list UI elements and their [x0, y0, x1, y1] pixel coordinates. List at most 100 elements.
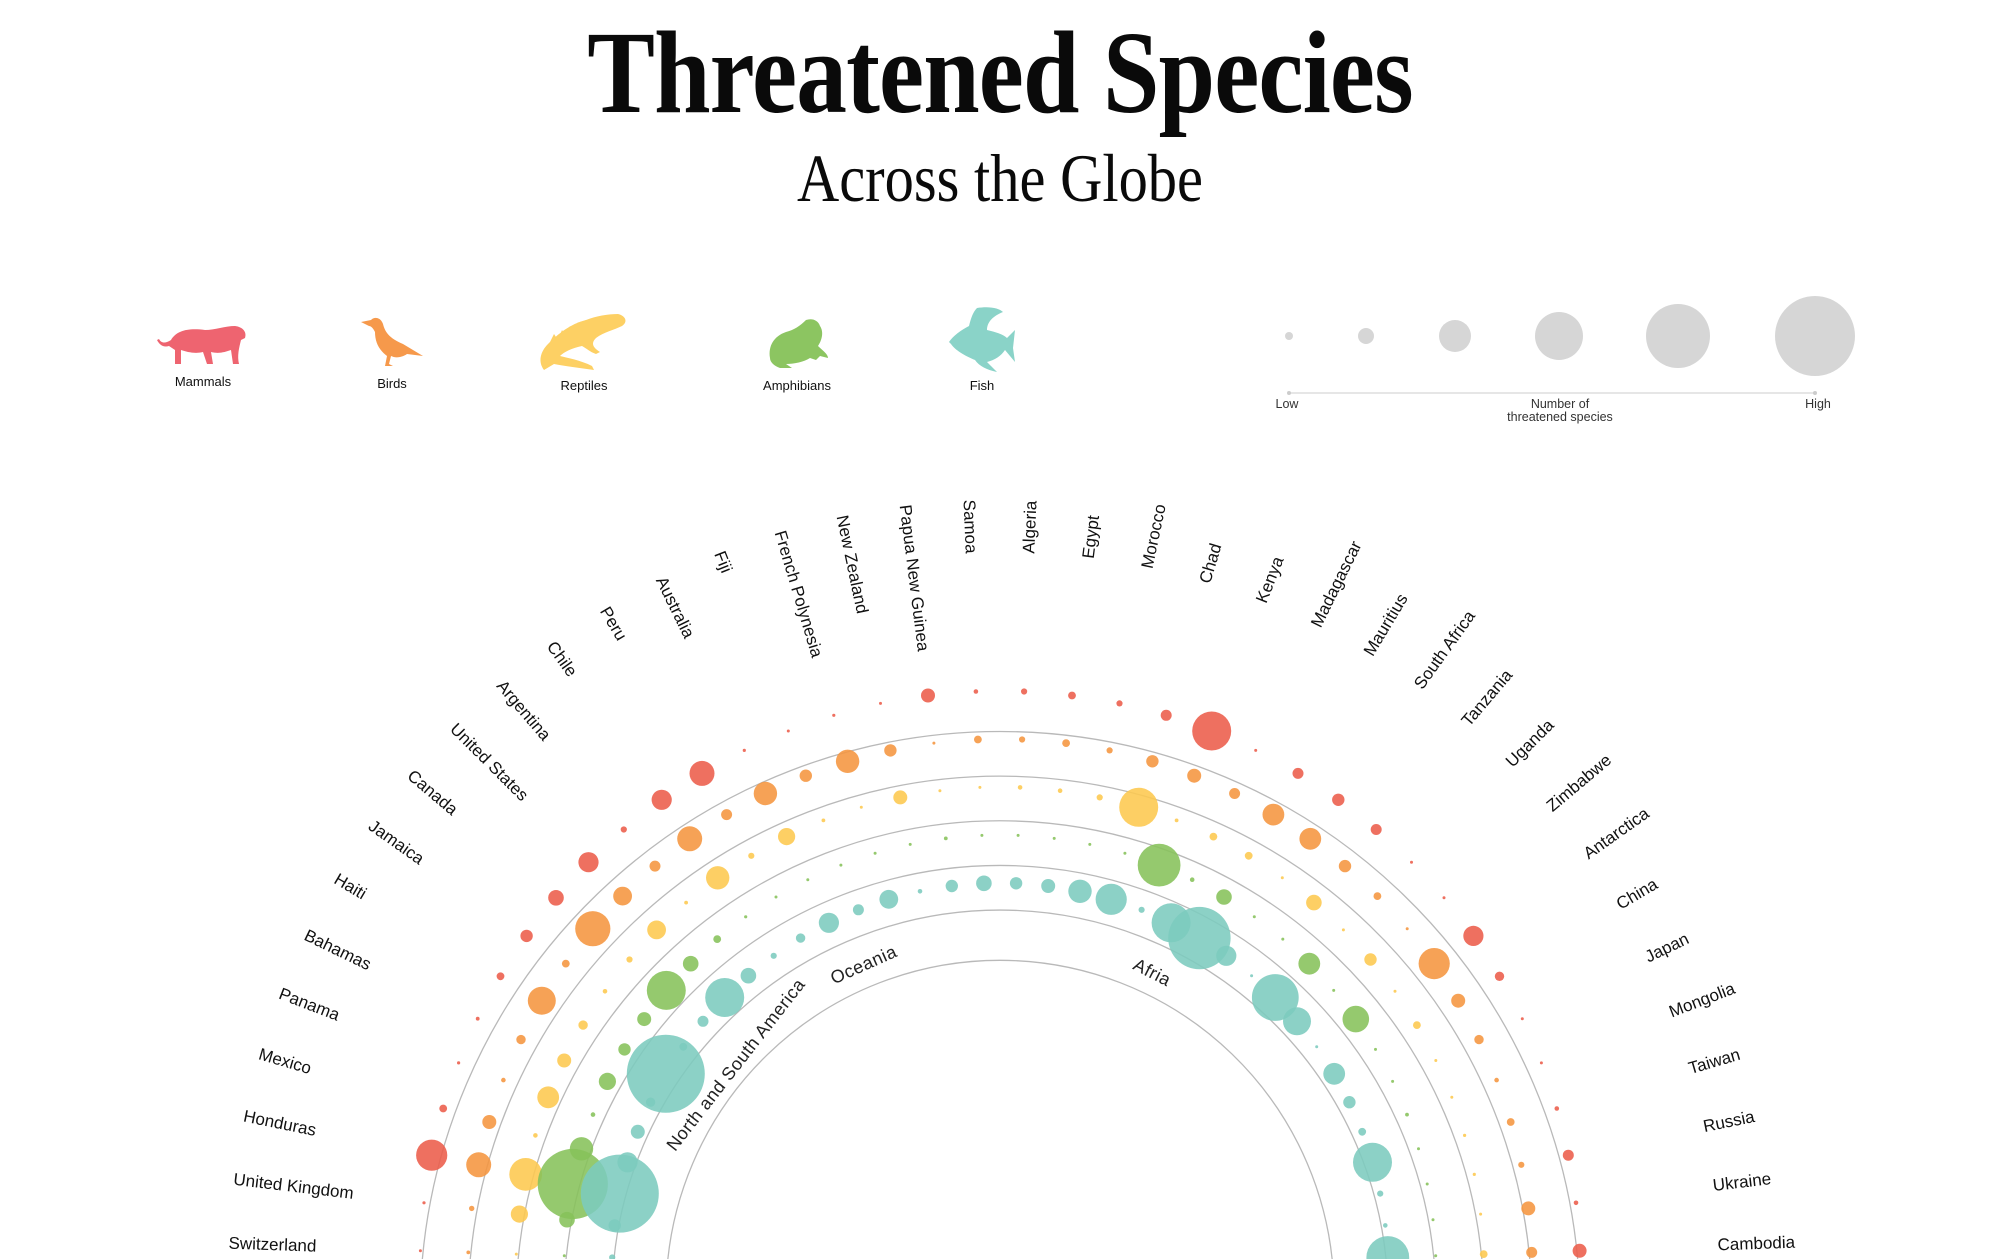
species-bubble[interactable]	[748, 852, 755, 859]
species-bubble[interactable]	[580, 1154, 659, 1233]
species-bubble[interactable]	[1137, 843, 1181, 887]
species-bubble[interactable]	[921, 688, 935, 703]
species-bubble[interactable]	[1088, 842, 1092, 846]
species-bubble[interactable]	[613, 886, 632, 906]
species-bubble[interactable]	[416, 1139, 448, 1171]
species-bubble[interactable]	[1041, 879, 1056, 893]
species-bubble[interactable]	[496, 972, 505, 981]
species-bubble[interactable]	[1474, 1034, 1484, 1045]
species-bubble[interactable]	[418, 1249, 422, 1253]
species-bubble[interactable]	[1016, 833, 1020, 837]
species-bubble[interactable]	[713, 935, 722, 943]
species-bubble[interactable]	[818, 912, 840, 933]
species-bubble[interactable]	[466, 1152, 492, 1178]
species-bubble[interactable]	[1298, 952, 1321, 975]
species-bubble[interactable]	[835, 749, 860, 773]
species-bubble[interactable]	[742, 748, 746, 753]
species-bubble[interactable]	[561, 959, 570, 968]
species-bubble[interactable]	[1417, 1147, 1420, 1151]
species-bubble[interactable]	[1332, 988, 1336, 992]
species-bubble[interactable]	[1252, 915, 1256, 919]
species-bubble[interactable]	[1216, 945, 1237, 966]
species-bubble[interactable]	[1506, 1118, 1515, 1126]
species-bubble[interactable]	[1342, 1005, 1370, 1033]
species-bubble[interactable]	[1383, 1223, 1388, 1228]
species-bubble[interactable]	[893, 790, 908, 805]
species-bubble[interactable]	[598, 1072, 617, 1090]
species-bubble[interactable]	[1377, 1190, 1384, 1197]
species-bubble[interactable]	[1463, 925, 1484, 947]
species-bubble[interactable]	[569, 1137, 594, 1161]
species-bubble[interactable]	[1472, 1172, 1476, 1176]
species-bubble[interactable]	[908, 842, 912, 846]
species-bubble[interactable]	[974, 735, 982, 744]
species-bubble[interactable]	[1353, 1142, 1392, 1182]
species-bubble[interactable]	[770, 952, 777, 959]
species-bubble[interactable]	[548, 890, 564, 906]
species-bubble[interactable]	[1413, 1021, 1421, 1029]
species-bubble[interactable]	[1192, 711, 1232, 751]
species-bubble[interactable]	[1068, 879, 1092, 903]
species-bubble[interactable]	[1364, 953, 1377, 966]
species-bubble[interactable]	[1209, 832, 1218, 841]
species-bubble[interactable]	[475, 1016, 480, 1021]
species-bubble[interactable]	[1189, 877, 1195, 882]
species-bubble[interactable]	[1106, 747, 1113, 754]
species-bubble[interactable]	[684, 900, 688, 905]
species-bubble[interactable]	[1254, 748, 1258, 752]
species-bubble[interactable]	[917, 889, 923, 894]
species-bubble[interactable]	[1410, 860, 1413, 864]
species-bubble[interactable]	[1518, 1161, 1525, 1168]
species-bubble[interactable]	[753, 781, 778, 806]
species-bubble[interactable]	[1479, 1250, 1488, 1258]
species-bubble[interactable]	[1068, 691, 1076, 700]
species-bubble[interactable]	[859, 805, 863, 809]
species-bubble[interactable]	[439, 1104, 448, 1113]
species-bubble[interactable]	[1283, 1007, 1311, 1036]
species-bubble[interactable]	[1323, 1062, 1346, 1085]
species-bubble[interactable]	[689, 760, 715, 786]
species-bubble[interactable]	[1062, 739, 1070, 747]
species-bubble[interactable]	[786, 729, 790, 733]
species-bubble[interactable]	[510, 1205, 528, 1223]
species-bubble[interactable]	[578, 852, 599, 873]
species-bubble[interactable]	[1168, 906, 1231, 970]
species-bubble[interactable]	[578, 1020, 588, 1030]
species-bubble[interactable]	[1262, 803, 1285, 826]
species-bubble[interactable]	[618, 1043, 631, 1056]
species-bubble[interactable]	[516, 1034, 526, 1045]
species-bubble[interactable]	[1405, 927, 1409, 931]
species-bubble[interactable]	[626, 956, 633, 963]
species-bubble[interactable]	[677, 826, 703, 852]
species-bubble[interactable]	[932, 741, 936, 745]
species-bubble[interactable]	[1562, 1149, 1574, 1161]
species-bubble[interactable]	[630, 1124, 645, 1139]
species-bubble[interactable]	[1116, 700, 1123, 707]
species-bubble[interactable]	[943, 836, 948, 841]
species-bubble[interactable]	[1244, 851, 1253, 860]
species-bubble[interactable]	[646, 970, 686, 1010]
species-bubble[interactable]	[1431, 1218, 1435, 1222]
species-bubble[interactable]	[1366, 1236, 1410, 1259]
species-bubble[interactable]	[806, 878, 810, 882]
species-bubble[interactable]	[469, 1205, 475, 1212]
species-bubble[interactable]	[620, 826, 627, 833]
species-bubble[interactable]	[938, 789, 942, 793]
species-bubble[interactable]	[609, 1254, 616, 1259]
species-bubble[interactable]	[1338, 859, 1352, 873]
species-bubble[interactable]	[1187, 768, 1202, 783]
species-bubble[interactable]	[501, 1077, 506, 1083]
species-bubble[interactable]	[1216, 889, 1232, 905]
species-bubble[interactable]	[795, 933, 806, 943]
species-bubble[interactable]	[1494, 1077, 1499, 1083]
species-bubble[interactable]	[617, 1152, 638, 1173]
species-bubble[interactable]	[1479, 1212, 1483, 1216]
species-bubble[interactable]	[602, 989, 608, 994]
species-bubble[interactable]	[1434, 1254, 1438, 1258]
species-bubble[interactable]	[649, 860, 661, 872]
species-bubble[interactable]	[557, 1053, 572, 1068]
species-bubble[interactable]	[1160, 709, 1172, 721]
species-bubble[interactable]	[945, 879, 958, 893]
species-bubble[interactable]	[527, 986, 556, 1015]
species-bubble[interactable]	[1119, 787, 1159, 827]
